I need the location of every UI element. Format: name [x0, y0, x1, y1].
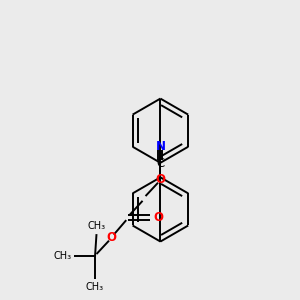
- Text: O: O: [106, 231, 116, 244]
- Text: O: O: [154, 211, 164, 224]
- Text: CH₃: CH₃: [86, 282, 104, 292]
- Text: CH₃: CH₃: [87, 221, 106, 231]
- Text: O: O: [155, 172, 165, 186]
- Text: N: N: [155, 140, 165, 153]
- Text: C: C: [156, 158, 164, 170]
- Text: CH₃: CH₃: [53, 251, 71, 261]
